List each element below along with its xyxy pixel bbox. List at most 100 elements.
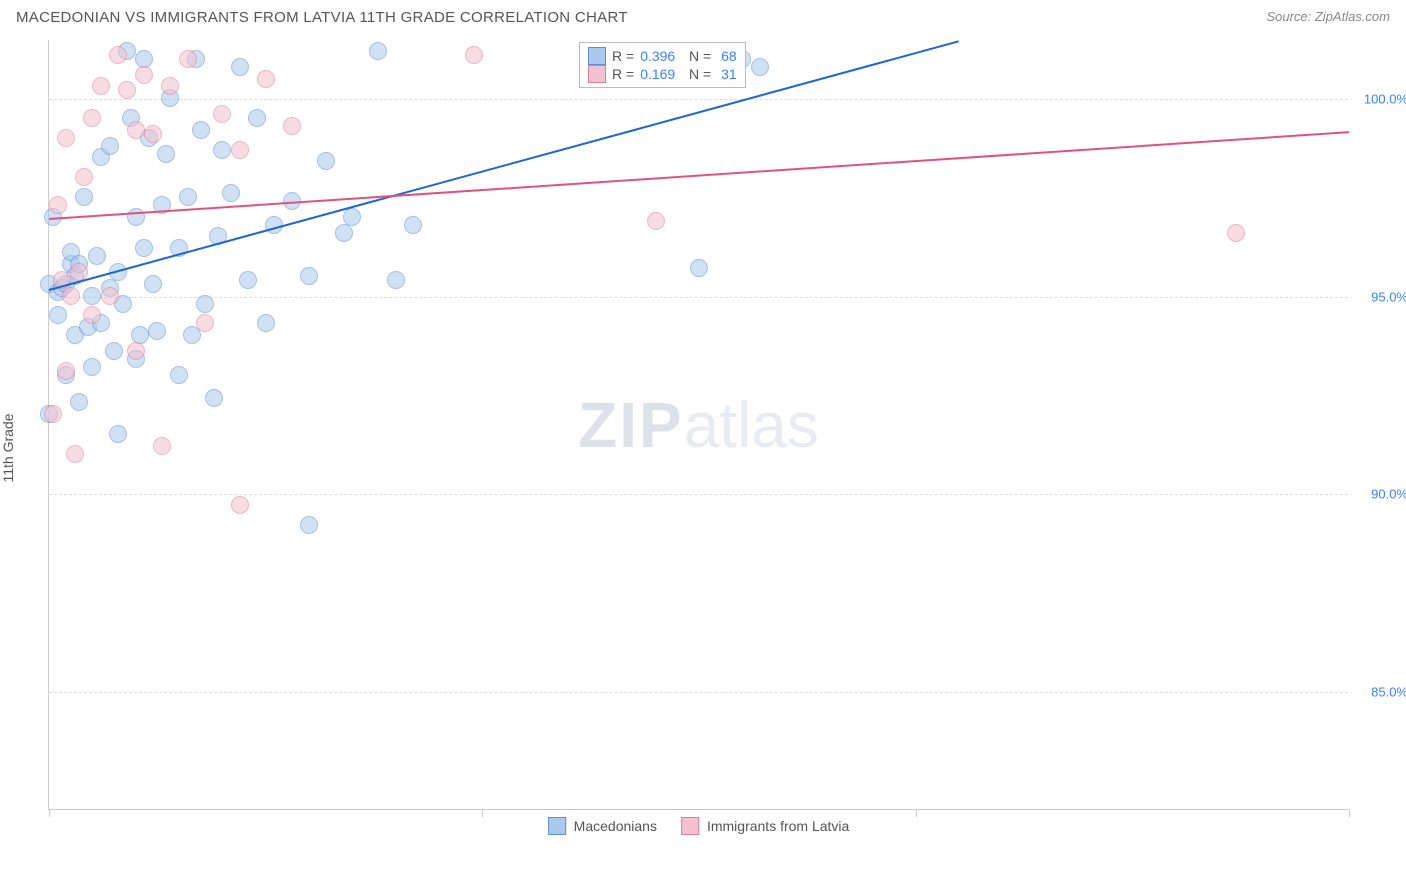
scatter-point — [387, 271, 405, 289]
x-tick-mark — [916, 809, 917, 817]
legend-swatch — [548, 817, 566, 835]
legend-n-value: 68 — [717, 48, 736, 64]
scatter-point — [105, 342, 123, 360]
scatter-point — [231, 141, 249, 159]
scatter-point — [144, 275, 162, 293]
scatter-point — [118, 81, 136, 99]
scatter-point — [196, 314, 214, 332]
stats-legend-row: R = 0.396 N = 68 — [588, 47, 737, 65]
y-tick-label: 95.0% — [1371, 289, 1406, 304]
scatter-point — [49, 306, 67, 324]
scatter-point — [231, 496, 249, 514]
scatter-point — [257, 70, 275, 88]
legend-r-value: 0.169 — [640, 66, 675, 82]
scatter-point — [57, 362, 75, 380]
scatter-point — [49, 196, 67, 214]
x-tick-mark — [1349, 809, 1350, 817]
legend-r-value: 0.396 — [640, 48, 675, 64]
legend-swatch — [681, 817, 699, 835]
scatter-point — [127, 121, 145, 139]
watermark-part-b: atlas — [684, 389, 819, 461]
stats-legend: R = 0.396 N = 68R = 0.169 N = 31 — [579, 42, 746, 88]
source-value: ZipAtlas.com — [1315, 9, 1390, 24]
scatter-point — [148, 322, 166, 340]
scatter-point — [404, 216, 422, 234]
scatter-point — [101, 137, 119, 155]
y-tick-label: 85.0% — [1371, 684, 1406, 699]
scatter-point — [248, 109, 266, 127]
scatter-point — [222, 184, 240, 202]
scatter-point — [75, 188, 93, 206]
scatter-point — [83, 109, 101, 127]
y-tick-label: 90.0% — [1371, 487, 1406, 502]
scatter-point — [127, 342, 145, 360]
scatter-point — [465, 46, 483, 64]
scatter-point — [205, 389, 223, 407]
scatter-point — [1227, 224, 1245, 242]
scatter-point — [135, 66, 153, 84]
scatter-point — [239, 271, 257, 289]
legend-swatch — [588, 65, 606, 83]
x-tick-mark — [482, 809, 483, 817]
scatter-point — [196, 295, 214, 313]
scatter-point — [369, 42, 387, 60]
scatter-point — [62, 287, 80, 305]
scatter-point — [44, 405, 62, 423]
scatter-point — [647, 212, 665, 230]
scatter-point — [83, 287, 101, 305]
scatter-point — [335, 224, 353, 242]
legend-swatch — [588, 47, 606, 65]
scatter-point — [92, 77, 110, 95]
scatter-point — [170, 366, 188, 384]
series-name: Immigrants from Latvia — [707, 818, 849, 834]
series-legend-item: Macedonians — [548, 817, 657, 835]
scatter-point — [57, 129, 75, 147]
scatter-point — [179, 50, 197, 68]
x-tick-mark — [49, 809, 50, 817]
scatter-point — [300, 516, 318, 534]
chart-container: 11th Grade ZIPatlas 85.0%90.0%95.0%100.0… — [0, 30, 1406, 850]
series-legend-item: Immigrants from Latvia — [681, 817, 849, 835]
scatter-point — [75, 168, 93, 186]
watermark-part-a: ZIP — [578, 389, 684, 461]
source-attribution: Source: ZipAtlas.com — [1266, 8, 1390, 26]
watermark: ZIPatlas — [578, 388, 819, 462]
scatter-point — [153, 437, 171, 455]
plot-area: ZIPatlas 85.0%90.0%95.0%100.0%R = 0.396 … — [48, 40, 1348, 810]
scatter-point — [70, 393, 88, 411]
scatter-point — [144, 125, 162, 143]
scatter-point — [231, 58, 249, 76]
scatter-point — [83, 306, 101, 324]
scatter-point — [88, 247, 106, 265]
gridline — [49, 692, 1348, 693]
scatter-point — [213, 141, 231, 159]
scatter-point — [317, 152, 335, 170]
legend-n-value: 31 — [717, 66, 736, 82]
scatter-point — [83, 358, 101, 376]
gridline — [49, 99, 1348, 100]
scatter-point — [213, 105, 231, 123]
scatter-point — [157, 145, 175, 163]
scatter-point — [66, 445, 84, 463]
y-axis-label: 11th Grade — [0, 413, 16, 482]
series-name: Macedonians — [574, 818, 657, 834]
scatter-point — [751, 58, 769, 76]
legend-r-label: R = — [612, 66, 634, 82]
scatter-point — [161, 77, 179, 95]
legend-n-label: N = — [681, 66, 711, 82]
scatter-point — [135, 239, 153, 257]
scatter-point — [192, 121, 210, 139]
scatter-point — [283, 117, 301, 135]
scatter-point — [109, 425, 127, 443]
y-tick-label: 100.0% — [1364, 92, 1406, 107]
scatter-point — [179, 188, 197, 206]
scatter-point — [300, 267, 318, 285]
scatter-point — [101, 287, 119, 305]
scatter-point — [690, 259, 708, 277]
scatter-point — [127, 208, 145, 226]
scatter-point — [343, 208, 361, 226]
stats-legend-row: R = 0.169 N = 31 — [588, 65, 737, 83]
chart-title: MACEDONIAN VS IMMIGRANTS FROM LATVIA 11T… — [16, 9, 628, 26]
scatter-point — [109, 46, 127, 64]
source-label: Source: — [1266, 9, 1314, 24]
